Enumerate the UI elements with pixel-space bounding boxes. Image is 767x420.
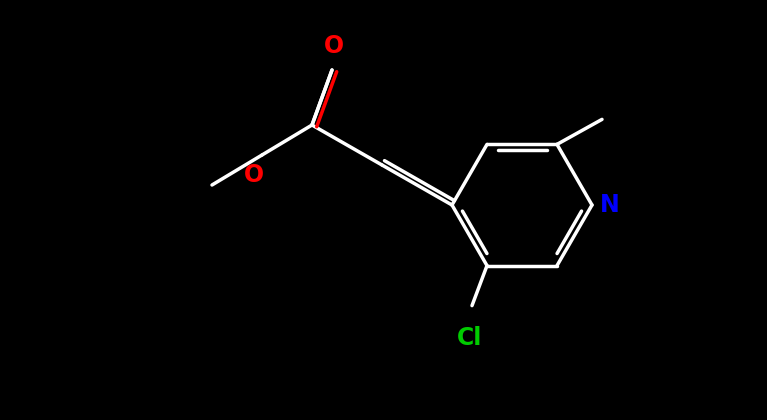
Text: Cl: Cl <box>457 326 482 349</box>
Text: N: N <box>600 193 620 217</box>
Text: O: O <box>244 163 264 187</box>
Text: O: O <box>324 34 344 58</box>
